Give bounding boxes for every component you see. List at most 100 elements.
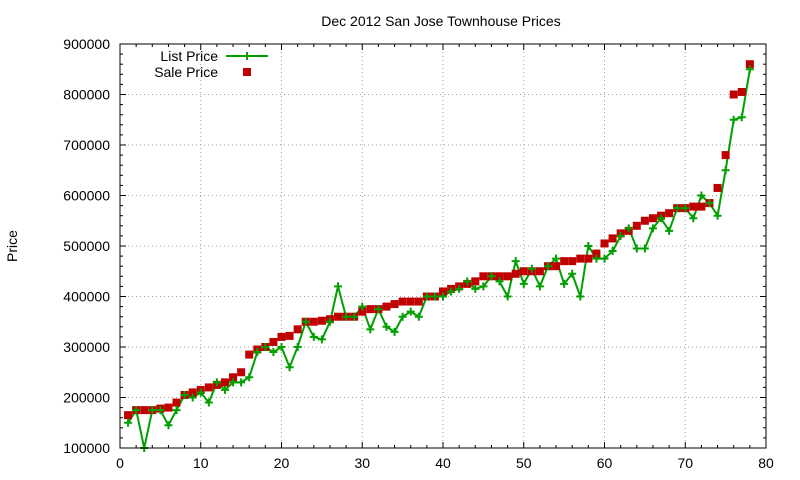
sale-price-point [285, 331, 294, 340]
sale-price-point [697, 202, 706, 211]
sale-price-point [745, 60, 754, 69]
sale-price-point [334, 312, 343, 321]
sale-price-point [140, 406, 149, 415]
sale-price-point [269, 337, 278, 346]
x-tick-label: 0 [116, 455, 124, 471]
list-price-point [479, 282, 488, 291]
y-tick-label: 800000 [63, 87, 110, 103]
list-price-point [180, 390, 189, 399]
list-price-point [560, 279, 569, 288]
sale-price-point [172, 398, 181, 407]
sale-price-point [576, 254, 585, 263]
list-price-point [245, 373, 254, 382]
list-price-point [721, 166, 730, 175]
list-price-point [406, 307, 415, 316]
list-price-point [519, 279, 528, 288]
list-price-point [592, 254, 601, 263]
sale-price-point [535, 267, 544, 276]
sale-price-point [398, 297, 407, 306]
sale-price-point [293, 325, 302, 334]
sale-price-point [204, 383, 213, 392]
list-price-point [543, 262, 552, 271]
sale-price-point [479, 272, 488, 281]
list-price-point [713, 211, 722, 220]
sale-price-point [600, 239, 609, 248]
x-tick-label: 80 [758, 455, 774, 471]
legend-marker-list-price [243, 52, 251, 60]
sale-price-point [245, 350, 254, 359]
legend: List Price Sale Price [154, 48, 268, 80]
list-price-point [196, 388, 205, 397]
y-tick-label: 200000 [63, 390, 110, 406]
sale-price-point [358, 307, 367, 316]
list-price-point [552, 254, 561, 263]
sale-price-point [729, 90, 738, 99]
y-tick-label: 600000 [63, 188, 110, 204]
list-price-point [132, 406, 141, 415]
list-price-point [334, 282, 343, 291]
list-price-point [568, 269, 577, 278]
list-price-point [697, 191, 706, 200]
sale-price-point [414, 297, 423, 306]
list-price-point [673, 204, 682, 213]
list-price-point [269, 348, 278, 357]
list-price-point [737, 113, 746, 122]
sale-price-point [277, 332, 286, 341]
list-price-point [220, 385, 229, 394]
list-price-point [204, 398, 213, 407]
sale-price-point [568, 257, 577, 266]
list-price-point [188, 393, 197, 402]
list-price-point [414, 312, 423, 321]
list-price-point [237, 378, 246, 387]
list-price-point [447, 287, 456, 296]
list-price-point [212, 378, 221, 387]
list-price-point [584, 242, 593, 250]
x-tick-label: 60 [597, 455, 613, 471]
list-price-point [648, 224, 657, 233]
sale-price-point [124, 411, 133, 420]
list-price-point [398, 312, 407, 321]
list-price-point [689, 214, 698, 223]
sale-price-point [229, 373, 238, 382]
x-tick-label: 50 [516, 455, 532, 471]
list-price-point [487, 272, 496, 281]
list-price-point [463, 277, 472, 286]
sale-price-point [366, 305, 375, 314]
list-price-point [430, 292, 439, 301]
list-price-point [325, 317, 334, 326]
x-tick-label: 20 [274, 455, 290, 471]
list-price-point [495, 277, 504, 286]
sale-price-point [511, 269, 520, 278]
sale-price-point [552, 262, 561, 271]
sale-price-point [665, 209, 674, 218]
list-price-point [164, 421, 173, 430]
list-price-point [705, 199, 714, 208]
y-tick-label: 300000 [63, 339, 110, 355]
list-price-point [608, 247, 617, 256]
list-price-point [374, 305, 383, 314]
list-price-point [366, 325, 375, 334]
sale-price-point [382, 302, 391, 311]
y-axis-label: Price [4, 230, 20, 262]
list-price-point [350, 312, 359, 321]
list-price-point [503, 292, 512, 301]
list-price-point [156, 406, 165, 415]
tick-layer: 0 10 20 30 40 50 60 70 80 100000 200000 300000 40000… [63, 36, 774, 471]
x-tick-label: 10 [193, 455, 209, 471]
list-price-point [600, 254, 609, 263]
list-price-point [390, 327, 399, 336]
sale-price-point [406, 297, 415, 306]
x-tick-label: 70 [677, 455, 693, 471]
sale-price-point [737, 87, 746, 96]
list-price-point [253, 348, 262, 357]
list-price-point [229, 378, 238, 387]
list-price-point [729, 115, 738, 124]
list-price-point [745, 65, 754, 74]
list-price-point [471, 284, 480, 293]
list-price-point [301, 317, 310, 326]
list-price-point [535, 282, 544, 291]
sale-price-point [309, 317, 318, 326]
sale-price-point [721, 151, 730, 160]
